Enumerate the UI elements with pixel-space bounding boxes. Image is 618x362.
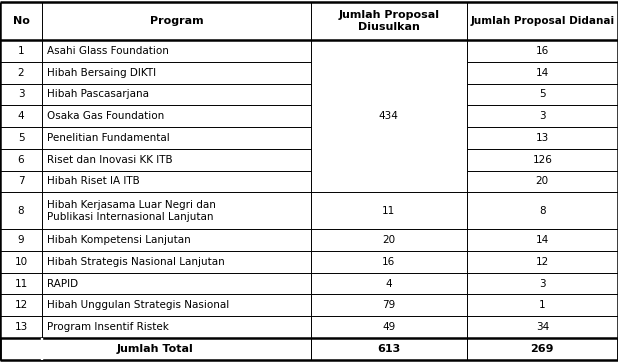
Text: 8: 8 — [539, 206, 546, 216]
Text: Hibah Strategis Nasional Lanjutan: Hibah Strategis Nasional Lanjutan — [47, 257, 225, 267]
Text: No: No — [12, 16, 30, 26]
Text: 14: 14 — [536, 68, 549, 77]
Text: 12: 12 — [536, 257, 549, 267]
Text: 434: 434 — [379, 111, 399, 121]
Text: 4: 4 — [386, 279, 392, 289]
Text: 8: 8 — [18, 206, 24, 216]
Text: Jumlah Proposal
Diusulkan: Jumlah Proposal Diusulkan — [338, 10, 439, 32]
Text: 1: 1 — [539, 300, 546, 310]
Text: Penelitian Fundamental: Penelitian Fundamental — [47, 133, 170, 143]
Text: 5: 5 — [18, 133, 24, 143]
Text: 7: 7 — [18, 176, 24, 186]
Text: Hibah Kompetensi Lanjutan: Hibah Kompetensi Lanjutan — [47, 235, 191, 245]
Text: 9: 9 — [18, 235, 24, 245]
Text: 10: 10 — [14, 257, 28, 267]
Text: 3: 3 — [539, 111, 546, 121]
Text: 13: 13 — [14, 322, 28, 332]
Text: 14: 14 — [536, 235, 549, 245]
Text: Osaka Gas Foundation: Osaka Gas Foundation — [47, 111, 164, 121]
Text: 1: 1 — [18, 46, 24, 56]
Text: 49: 49 — [382, 322, 396, 332]
Text: 126: 126 — [532, 155, 552, 165]
Text: 269: 269 — [530, 344, 554, 354]
Text: Hibah Unggulan Strategis Nasional: Hibah Unggulan Strategis Nasional — [47, 300, 229, 310]
Text: Hibah Pascasarjana: Hibah Pascasarjana — [47, 89, 149, 100]
Text: Asahi Glass Foundation: Asahi Glass Foundation — [47, 46, 169, 56]
Text: 20: 20 — [382, 235, 396, 245]
Text: 16: 16 — [382, 257, 396, 267]
Text: Program: Program — [150, 16, 203, 26]
Text: Riset dan Inovasi KK ITB: Riset dan Inovasi KK ITB — [47, 155, 172, 165]
Text: 34: 34 — [536, 322, 549, 332]
Text: Hibah Bersaing DIKTI: Hibah Bersaing DIKTI — [47, 68, 156, 77]
Text: 6: 6 — [18, 155, 24, 165]
Text: 20: 20 — [536, 176, 549, 186]
Text: 16: 16 — [536, 46, 549, 56]
Text: Hibah Kerjasama Luar Negri dan
Publikasi Internasional Lanjutan: Hibah Kerjasama Luar Negri dan Publikasi… — [47, 200, 216, 222]
Text: Jumlah Proposal Didanai: Jumlah Proposal Didanai — [470, 16, 614, 26]
Text: 3: 3 — [539, 279, 546, 289]
Text: 13: 13 — [536, 133, 549, 143]
Text: 11: 11 — [382, 206, 396, 216]
Text: 3: 3 — [18, 89, 24, 100]
Text: Hibah Riset IA ITB: Hibah Riset IA ITB — [47, 176, 140, 186]
Text: RAPID: RAPID — [47, 279, 78, 289]
Text: Jumlah Total: Jumlah Total — [117, 344, 194, 354]
Text: 11: 11 — [14, 279, 28, 289]
Text: Program Insentif Ristek: Program Insentif Ristek — [47, 322, 169, 332]
Text: 12: 12 — [14, 300, 28, 310]
Text: 5: 5 — [539, 89, 546, 100]
Text: 79: 79 — [382, 300, 396, 310]
Text: 613: 613 — [377, 344, 400, 354]
Text: 4: 4 — [18, 111, 24, 121]
Text: 2: 2 — [18, 68, 24, 77]
